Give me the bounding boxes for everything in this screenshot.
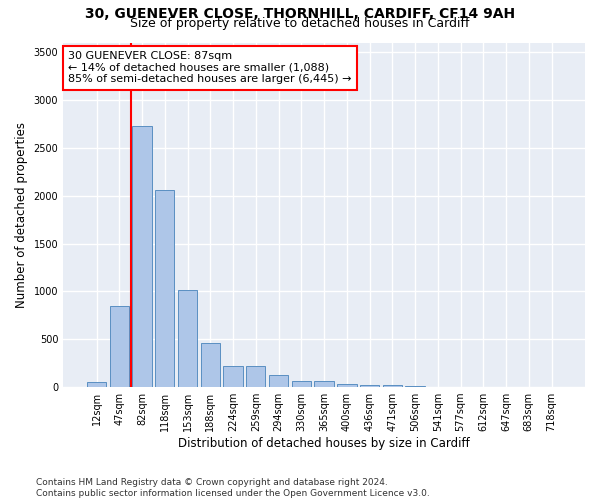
Text: 30, GUENEVER CLOSE, THORNHILL, CARDIFF, CF14 9AH: 30, GUENEVER CLOSE, THORNHILL, CARDIFF, … bbox=[85, 8, 515, 22]
Bar bbox=[314, 382, 334, 387]
Bar bbox=[200, 343, 220, 387]
Bar bbox=[110, 306, 129, 387]
Bar bbox=[269, 374, 288, 387]
Bar bbox=[292, 381, 311, 387]
Text: Contains HM Land Registry data © Crown copyright and database right 2024.
Contai: Contains HM Land Registry data © Crown c… bbox=[36, 478, 430, 498]
Y-axis label: Number of detached properties: Number of detached properties bbox=[15, 122, 28, 308]
Bar bbox=[360, 384, 379, 387]
Bar bbox=[337, 384, 356, 387]
Bar bbox=[223, 366, 243, 387]
Bar bbox=[87, 382, 106, 387]
Text: 30 GUENEVER CLOSE: 87sqm
← 14% of detached houses are smaller (1,088)
85% of sem: 30 GUENEVER CLOSE: 87sqm ← 14% of detach… bbox=[68, 51, 352, 84]
Text: Size of property relative to detached houses in Cardiff: Size of property relative to detached ho… bbox=[130, 18, 470, 30]
Bar bbox=[406, 386, 425, 387]
Bar bbox=[246, 366, 265, 387]
Bar bbox=[383, 385, 402, 387]
Bar bbox=[155, 190, 175, 387]
Bar bbox=[133, 126, 152, 387]
Bar bbox=[178, 290, 197, 387]
X-axis label: Distribution of detached houses by size in Cardiff: Distribution of detached houses by size … bbox=[178, 437, 470, 450]
